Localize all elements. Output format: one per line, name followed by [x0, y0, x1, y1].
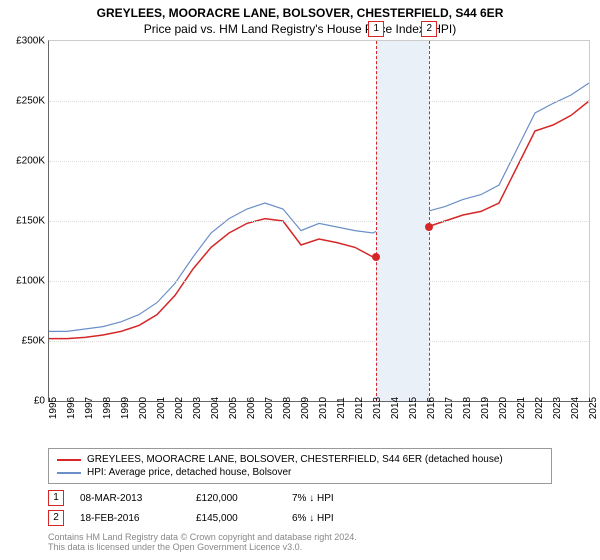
x-tick-label: 1999	[120, 397, 131, 419]
y-tick-label: £250K	[16, 96, 45, 107]
x-tick-label: 2016	[426, 397, 437, 419]
footer-copyright: Contains HM Land Registry data © Crown c…	[48, 532, 552, 542]
series-hpi	[49, 83, 589, 331]
x-tick-label: 2018	[462, 397, 473, 419]
legend-label-hpi: HPI: Average price, detached house, Bols…	[87, 467, 291, 478]
y-tick-label: £200K	[16, 156, 45, 167]
sale-diff: 6% ↓ HPI	[292, 513, 372, 524]
event-tag: 1	[368, 21, 384, 37]
x-tick-label: 2013	[372, 397, 383, 419]
sale-date: 18-FEB-2016	[80, 513, 180, 524]
x-tick-label: 2007	[264, 397, 275, 419]
sale-tag-1: 1	[48, 490, 64, 506]
sale-dot	[372, 253, 380, 261]
x-tick-label: 2009	[300, 397, 311, 419]
x-tick-label: 1996	[66, 397, 77, 419]
y-tick-label: £300K	[16, 36, 45, 47]
x-tick-label: 2004	[210, 397, 221, 419]
y-tick-label: £50K	[22, 336, 45, 347]
legend-label-property: GREYLEES, MOORACRE LANE, BOLSOVER, CHEST…	[87, 454, 503, 465]
x-tick-label: 1997	[84, 397, 95, 419]
x-tick-label: 2020	[498, 397, 509, 419]
chart-container: GREYLEES, MOORACRE LANE, BOLSOVER, CHEST…	[0, 0, 600, 560]
event-tag: 2	[421, 21, 437, 37]
legend-swatch-hpi	[57, 472, 81, 474]
table-row: 2 18-FEB-2016 £145,000 6% ↓ HPI	[48, 508, 552, 528]
x-tick-label: 2012	[354, 397, 365, 419]
legend: GREYLEES, MOORACRE LANE, BOLSOVER, CHEST…	[48, 448, 552, 484]
x-tick-label: 2011	[336, 397, 347, 419]
sale-date: 08-MAR-2013	[80, 493, 180, 504]
x-tick-label: 2003	[192, 397, 203, 419]
legend-item-hpi: HPI: Average price, detached house, Bols…	[57, 466, 543, 479]
y-tick-label: £150K	[16, 216, 45, 227]
chart-subtitle: Price paid vs. HM Land Registry's House …	[0, 20, 600, 40]
x-tick-label: 2005	[228, 397, 239, 419]
legend-item-property: GREYLEES, MOORACRE LANE, BOLSOVER, CHEST…	[57, 453, 543, 466]
x-tick-label: 2023	[552, 397, 563, 419]
x-tick-label: 2024	[570, 397, 581, 419]
x-tick-label: 2022	[534, 397, 545, 419]
x-tick-label: 2019	[480, 397, 491, 419]
x-tick-label: 2010	[318, 397, 329, 419]
table-row: 1 08-MAR-2013 £120,000 7% ↓ HPI	[48, 488, 552, 508]
event-band	[376, 41, 429, 401]
x-tick-label: 2015	[408, 397, 419, 419]
y-tick-label: £0	[34, 396, 45, 407]
chart-title: GREYLEES, MOORACRE LANE, BOLSOVER, CHEST…	[0, 0, 600, 20]
x-tick-label: 2014	[390, 397, 401, 419]
x-tick-label: 2001	[156, 397, 167, 419]
x-tick-label: 2008	[282, 397, 293, 419]
sale-diff: 7% ↓ HPI	[292, 493, 372, 504]
sale-dot	[425, 223, 433, 231]
y-tick-label: £100K	[16, 276, 45, 287]
sale-price: £145,000	[196, 513, 276, 524]
x-tick-label: 2017	[444, 397, 455, 419]
sale-tag-2: 2	[48, 510, 64, 526]
x-tick-label: 2002	[174, 397, 185, 419]
sale-price: £120,000	[196, 493, 276, 504]
event-line	[429, 41, 430, 401]
chart-area: £0£50K£100K£150K£200K£250K£300K12	[48, 40, 590, 402]
series-property	[49, 101, 589, 339]
x-axis-labels: 1995199619971998199920002001200220032004…	[48, 402, 590, 442]
event-line	[376, 41, 377, 401]
footer-license: This data is licensed under the Open Gov…	[48, 542, 552, 552]
x-tick-label: 2025	[588, 397, 599, 419]
x-tick-label: 2006	[246, 397, 257, 419]
footer: Contains HM Land Registry data © Crown c…	[48, 532, 552, 552]
sales-table: 1 08-MAR-2013 £120,000 7% ↓ HPI 2 18-FEB…	[48, 488, 552, 528]
x-tick-label: 1995	[48, 397, 59, 419]
x-tick-label: 1998	[102, 397, 113, 419]
legend-swatch-property	[57, 459, 81, 461]
x-tick-label: 2000	[138, 397, 149, 419]
x-tick-label: 2021	[516, 397, 527, 419]
